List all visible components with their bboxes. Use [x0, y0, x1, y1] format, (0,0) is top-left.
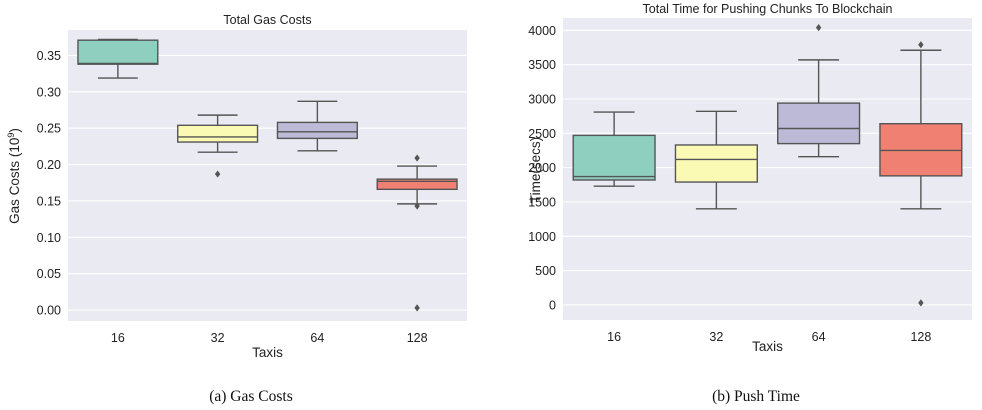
- box-iqr: [777, 102, 861, 145]
- outlier-point: [414, 304, 420, 312]
- box-plots: [572, 24, 963, 307]
- box-16: [77, 38, 159, 79]
- box-iqr: [376, 178, 458, 191]
- y-axis-label: Gas Costs (109): [6, 128, 22, 224]
- y-axis-label-main: Gas Costs (10: [7, 138, 22, 224]
- figure-caption: (a) Gas Costs: [209, 388, 293, 405]
- x-tick-labels: 16 32 64 128: [111, 331, 428, 345]
- box-128: [879, 41, 963, 307]
- x-tick-label: 16: [607, 330, 621, 344]
- y-tick-label: 0.35: [37, 49, 61, 63]
- y-tick-label: 1000: [528, 230, 556, 244]
- box-64: [276, 100, 358, 152]
- x-tick-label: 64: [812, 330, 826, 344]
- x-tick-label: 128: [910, 330, 931, 344]
- outlier-point: [918, 41, 924, 49]
- box-64: [777, 24, 861, 158]
- chart-title: Total Gas Costs: [223, 13, 311, 27]
- x-axis-label: Taxis: [252, 345, 283, 360]
- y-tick-label: 0.05: [37, 267, 61, 281]
- box-128: [376, 154, 458, 312]
- box-16: [572, 111, 656, 187]
- outlier-point: [815, 24, 822, 32]
- y-tick-label: 0.10: [37, 231, 61, 245]
- box-iqr: [572, 134, 656, 181]
- outlier-point: [214, 170, 221, 178]
- outlier-point: [414, 202, 420, 210]
- y-tick-label: 2500: [528, 127, 556, 141]
- y-tick-label: 0: [549, 298, 556, 312]
- gridlines: [68, 54, 467, 311]
- x-tick-label: 64: [310, 331, 324, 345]
- y-axis-label: Time(secs): [528, 137, 543, 203]
- y-tick-label: 4000: [528, 24, 556, 38]
- y-tick-labels: 0 500 1000 1500 2000 2500 3000 3500 4000: [528, 24, 556, 313]
- x-axis-label: Taxis: [752, 339, 783, 354]
- chart-title: Total Time for Pushing Chunks To Blockch…: [643, 2, 893, 16]
- gas-costs-chart: 0.000.050.100.150.200.250.300.35 16 32 64 1…: [6, 13, 467, 405]
- y-tick-label: 3000: [528, 92, 556, 106]
- plot-background: [68, 30, 467, 321]
- y-tick-label: 0.00: [37, 304, 61, 318]
- box-plots: [77, 38, 458, 312]
- y-tick-label: 0.30: [37, 85, 61, 99]
- x-tick-labels: 16 32 64 128: [607, 330, 931, 344]
- outlier-point: [918, 299, 924, 307]
- outlier-point: [414, 154, 420, 162]
- box-iqr: [177, 124, 259, 143]
- box-iqr: [276, 121, 358, 140]
- x-tick-label: 16: [111, 331, 125, 345]
- y-tick-label: 500: [535, 264, 556, 278]
- x-tick-label: 32: [709, 330, 723, 344]
- y-axis-label-exponent: 9: [6, 133, 16, 138]
- y-tick-label: 2000: [528, 161, 556, 175]
- box-iqr: [77, 39, 159, 65]
- x-tick-label: 32: [211, 331, 225, 345]
- x-tick-label: 128: [407, 331, 428, 345]
- y-tick-label: 1500: [528, 195, 556, 209]
- y-tick-label: 3500: [528, 58, 556, 72]
- box-iqr: [674, 144, 758, 183]
- y-axis-label-suffix: ): [7, 128, 22, 133]
- box-32: [674, 110, 758, 210]
- y-tick-label: 0.15: [37, 194, 61, 208]
- box-32: [177, 114, 259, 178]
- y-tick-label: 0.20: [37, 158, 61, 172]
- figure-caption: (b) Push Time: [712, 388, 800, 405]
- y-tick-labels: 0.00 0.05 0.10 0.15 0.20 0.25 0.30 0.35: [37, 49, 61, 318]
- y-tick-label: 0.25: [37, 122, 61, 136]
